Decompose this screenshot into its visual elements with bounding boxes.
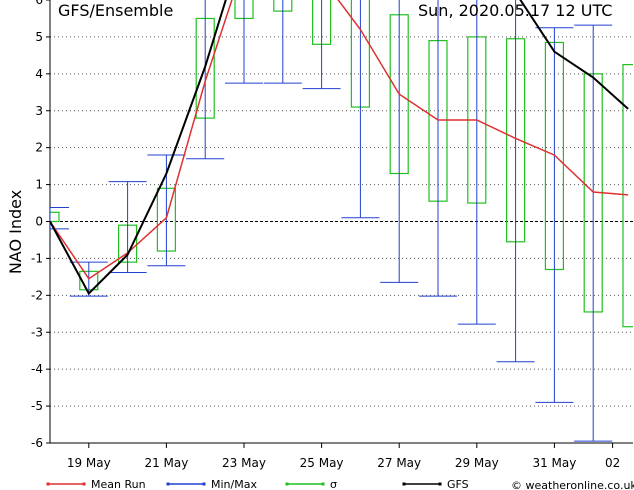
x-tick-label: 19 May xyxy=(67,456,111,470)
x-tick-label: 21 May xyxy=(144,456,188,470)
legend: Mean Run Min/Max σ GFS xyxy=(46,478,469,490)
legend-marker-start xyxy=(166,482,170,486)
credit-text: © weatheronline.co.uk xyxy=(511,479,634,490)
y-tick-label: -6 xyxy=(31,436,43,450)
legend-marker-start xyxy=(46,482,50,486)
sigma-box xyxy=(50,211,60,223)
legend-label-gfs: GFS xyxy=(447,478,469,490)
y-tick-label: -4 xyxy=(31,362,43,376)
y-tick-label: -5 xyxy=(31,399,43,413)
legend-label-minmax: Min/Max xyxy=(211,478,257,490)
y-tick-label: 1 xyxy=(35,178,43,192)
y-tick-label: 2 xyxy=(35,141,43,155)
y-tick-label: -3 xyxy=(31,325,43,339)
y-tick-label: 0 xyxy=(35,215,43,229)
legend-marker-start xyxy=(402,482,406,486)
plot-area xyxy=(50,0,633,442)
y-tick-label: 5 xyxy=(35,30,43,44)
axis-labels: -6 -5 -4 -3 -2 -1 0 1 2 3 4 5 6 19 May 21 May 23 May 25 … xyxy=(31,0,620,470)
y-tick-label: 3 xyxy=(35,104,43,118)
legend-marker-end xyxy=(82,482,86,486)
legend-marker-end xyxy=(321,482,325,486)
run-date-label: Sun, 2020.05.17 12 UTC xyxy=(418,1,612,20)
legend-marker-start xyxy=(285,482,289,486)
sigma-box xyxy=(622,64,633,328)
x-tick-label: 25 May xyxy=(300,456,344,470)
legend-label-sigma: σ xyxy=(330,478,337,490)
y-tick-label: -2 xyxy=(31,288,43,302)
y-tick-label: 6 xyxy=(35,0,43,7)
x-tick-label: 29 May xyxy=(455,456,499,470)
gfs-line xyxy=(50,0,629,296)
y-tick-label: 4 xyxy=(35,67,43,81)
x-tick-label: 27 May xyxy=(377,456,421,470)
x-tick-label: 23 May xyxy=(222,456,266,470)
grid-lines xyxy=(50,36,633,407)
y-axis-title: NAO Index xyxy=(6,190,25,274)
legend-label-mean: Mean Run xyxy=(91,478,146,490)
x-tick-label: 02 xyxy=(605,456,620,470)
mean-run-line xyxy=(50,0,629,280)
legend-marker-end xyxy=(438,482,442,486)
legend-marker-end xyxy=(202,482,206,486)
chart-title: GFS/Ensemble xyxy=(58,1,173,20)
x-tick-label: 31 May xyxy=(532,456,576,470)
y-tick-label: -1 xyxy=(31,251,43,265)
